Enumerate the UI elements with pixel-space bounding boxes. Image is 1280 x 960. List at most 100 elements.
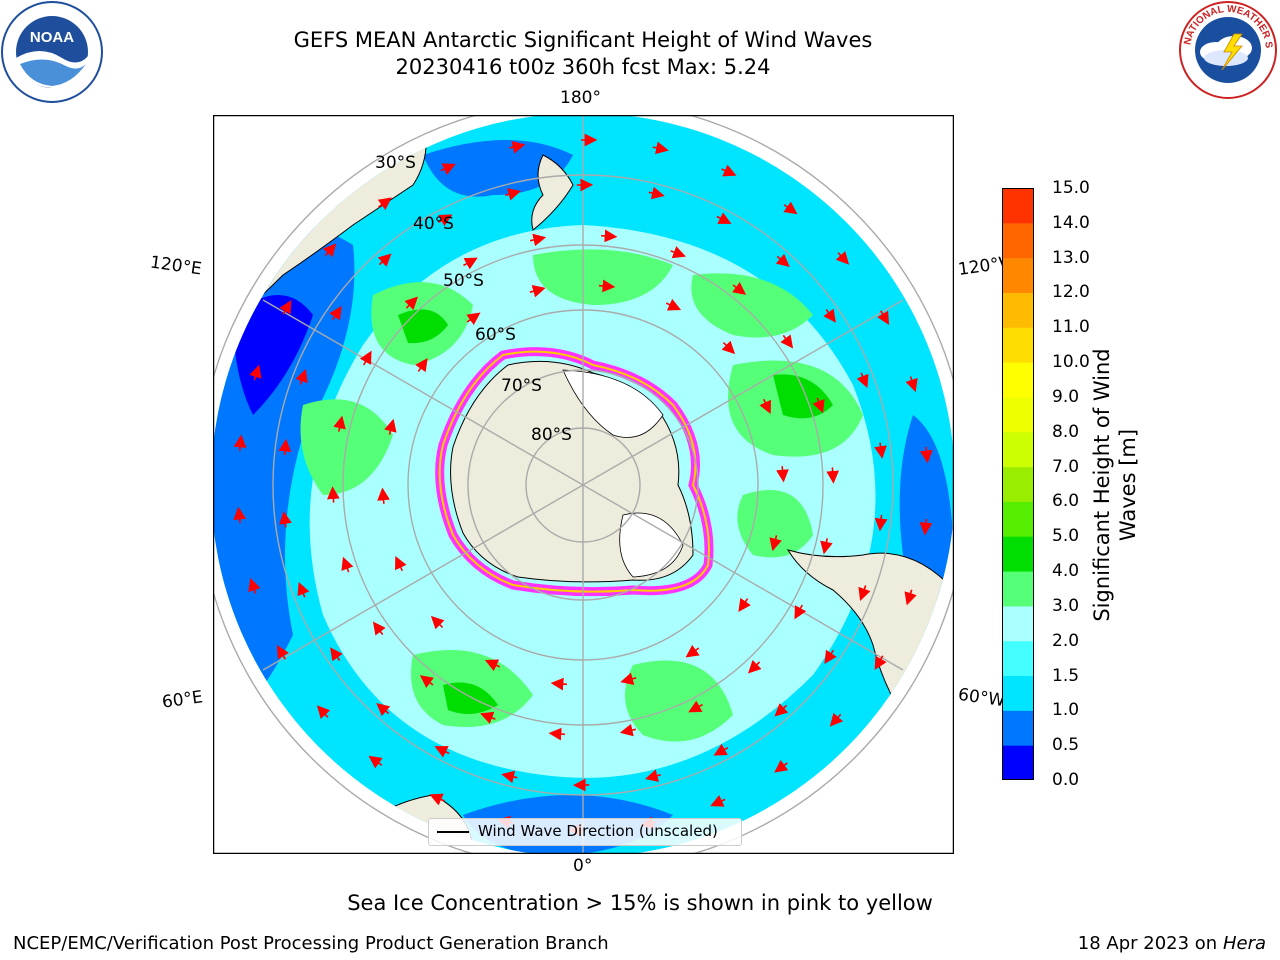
wave-direction-arrow <box>648 186 665 200</box>
colorbar-tick-label: 8.0 <box>1052 421 1080 442</box>
wave-direction-arrow <box>858 585 871 601</box>
colorbar-segment <box>1002 710 1034 746</box>
colorbar-tick-label: 1.5 <box>1052 665 1080 686</box>
colorbar-tick-label: 0.5 <box>1052 735 1080 756</box>
wave-direction-arrow <box>279 511 292 528</box>
wave-direction-arrow <box>716 212 732 224</box>
chart-subtitle: 20230416 t00z 360h fcst Max: 5.24 <box>395 55 771 79</box>
colorbar-segment <box>1002 188 1034 224</box>
wave-direction-arrow <box>529 233 547 247</box>
colorbar-tick-label: 1.0 <box>1052 700 1080 721</box>
wave-direction-arrow <box>326 486 340 503</box>
colorbar-segment <box>1002 431 1034 468</box>
wave-direction-arrow <box>747 659 762 674</box>
footer-date-text: 18 Apr 2023 on <box>1077 933 1223 954</box>
wave-direction-arrow <box>874 442 887 459</box>
wave-direction-arrow <box>919 519 933 536</box>
wave-direction-arrow <box>529 285 546 298</box>
map-legend: Wind Wave Direction (unscaled) <box>428 818 742 846</box>
wave-direction-arrow <box>738 597 751 613</box>
wave-direction-arrow <box>297 581 310 598</box>
caption: Sea Ice Concentration > 15% is shown in … <box>347 891 933 915</box>
wave-direction-arrow <box>404 296 419 311</box>
wave-direction-arrow <box>501 770 518 784</box>
colorbar-tick-label: 11.0 <box>1052 317 1090 338</box>
chart-title: GEFS MEAN Antarctic Significant Height o… <box>293 28 873 52</box>
wave-direction-arrow <box>644 769 662 782</box>
wave-direction-arrow <box>905 376 918 393</box>
colorbar-segment <box>1002 640 1034 677</box>
colorbar-segment <box>1002 745 1034 780</box>
colorbar-tick-label: 4.0 <box>1052 561 1080 582</box>
wave-direction-arrow <box>710 795 726 807</box>
wave-direction-arrow <box>652 141 669 155</box>
colorbar-tick-label: 9.0 <box>1052 386 1080 407</box>
wave-direction-arrow <box>856 372 869 389</box>
colorbar-label: Significant Height of Wind Waves [m] <box>1090 348 1140 622</box>
footer-credit: NCEP/EMC/Verification Post Processing Pr… <box>13 933 609 954</box>
wave-direction-arrow <box>759 398 771 415</box>
legend-line-sample <box>437 831 469 833</box>
colorbar-tick-label: 14.0 <box>1052 212 1090 233</box>
wave-direction-arrow <box>278 438 292 456</box>
ross-ice-shelf <box>562 369 664 438</box>
lon-label-60e: 60°E <box>160 687 205 713</box>
colorbar-segment <box>1002 292 1034 328</box>
wave-direction-arrow <box>372 621 386 636</box>
lon-label-0: 0° <box>573 856 593 876</box>
wave-direction-arrow <box>774 703 789 717</box>
wave-direction-arrow <box>429 793 445 806</box>
wave-field-verylow <box>233 295 313 415</box>
wave-direction-arrow <box>794 604 807 620</box>
wave-direction-arrow <box>550 677 568 691</box>
wave-direction-arrow <box>377 253 392 267</box>
wave-direction-arrow <box>463 257 478 270</box>
lat-label-50s: 50°S <box>443 271 484 291</box>
colorbar-segment <box>1002 466 1034 502</box>
colorbar-frame <box>1002 188 1034 780</box>
wave-direction-arrow <box>721 340 736 355</box>
wave-direction-arrow <box>548 727 565 741</box>
wave-direction-arrow <box>434 746 450 758</box>
wave-direction-arrow <box>775 253 790 267</box>
wave-direction-arrow <box>504 188 522 201</box>
wave-direction-arrow <box>713 743 729 756</box>
colorbar-segment <box>1002 327 1034 363</box>
wave-direction-arrow <box>437 214 453 227</box>
colorbar-tick-label: 15.0 <box>1052 178 1090 198</box>
wave-direction-arrow <box>295 369 308 385</box>
wave-field-low-north <box>423 140 573 197</box>
graticule <box>213 115 954 854</box>
colorbar-tick-label: 3.0 <box>1052 595 1080 616</box>
wave-direction-arrow <box>783 201 798 215</box>
lon-label-120e: 120°E <box>148 252 203 280</box>
footer-date: 18 Apr 2023 on Hera <box>1078 933 1266 954</box>
colorbar <box>1002 188 1034 780</box>
nws-logo: NATIONAL WEATHER SERVICE <box>1176 0 1277 99</box>
noaa-logo: NOAA <box>1 1 103 103</box>
wave-direction-arrow <box>333 415 346 432</box>
weddell-ice-shelf <box>619 512 684 578</box>
wave-direction-arrow <box>377 487 390 504</box>
lat-label-80s: 80°S <box>531 425 572 445</box>
wave-field-low-east <box>899 415 954 601</box>
colorbar-segment <box>1002 605 1034 642</box>
wave-field-peak-3 <box>443 682 498 714</box>
wave-direction-arrow <box>279 299 292 315</box>
wave-direction-arrow <box>316 705 331 719</box>
wave-direction-arrow <box>685 644 700 658</box>
wave-direction-arrow <box>824 649 837 664</box>
wave-direction-arrow <box>509 140 526 154</box>
wave-direction-arrow <box>377 197 392 211</box>
colorbar-segment <box>1002 222 1034 259</box>
colorbar-segment <box>1002 362 1034 398</box>
lon-label-60w: 60°W <box>956 684 1007 712</box>
lat-label-40s: 40°S <box>413 214 454 234</box>
wave-direction-arrow <box>904 589 917 606</box>
wave-direction-arrow <box>874 514 888 532</box>
wave-direction-arrow <box>776 466 789 483</box>
wave-direction-arrow <box>322 243 337 258</box>
wave-direction-arrow <box>466 312 481 326</box>
wave-direction-arrow <box>329 306 342 321</box>
colorbar-tick-label: 7.0 <box>1052 456 1080 477</box>
